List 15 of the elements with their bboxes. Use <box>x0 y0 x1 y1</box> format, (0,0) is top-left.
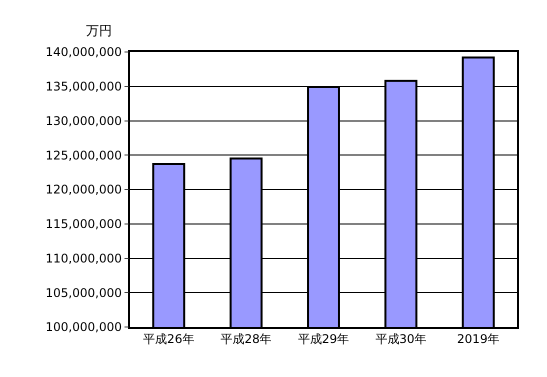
y-tick-label: 105,000,000 <box>46 286 122 300</box>
y-tick-label: 100,000,000 <box>46 320 122 334</box>
y-tick-label: 120,000,000 <box>46 182 122 197</box>
y-tick-label: 125,000,000 <box>46 148 122 162</box>
x-tick-label: 平成30年 <box>375 332 427 346</box>
y-tick-label: 115,000,000 <box>46 217 122 232</box>
x-tick-label: 平成26年 <box>143 332 194 346</box>
x-tick-label: 2019年 <box>457 332 500 346</box>
y-tick-label: 140,000,000 <box>46 45 122 60</box>
y-axis-title: 万円 <box>86 24 112 39</box>
y-tick-label: 110,000,000 <box>46 251 122 266</box>
x-tick-label: 平成28年 <box>220 332 272 346</box>
y-tick-label: 135,000,000 <box>46 80 122 94</box>
x-tick-label: 平成29年 <box>298 332 350 346</box>
y-tick-label: 130,000,000 <box>46 114 122 128</box>
